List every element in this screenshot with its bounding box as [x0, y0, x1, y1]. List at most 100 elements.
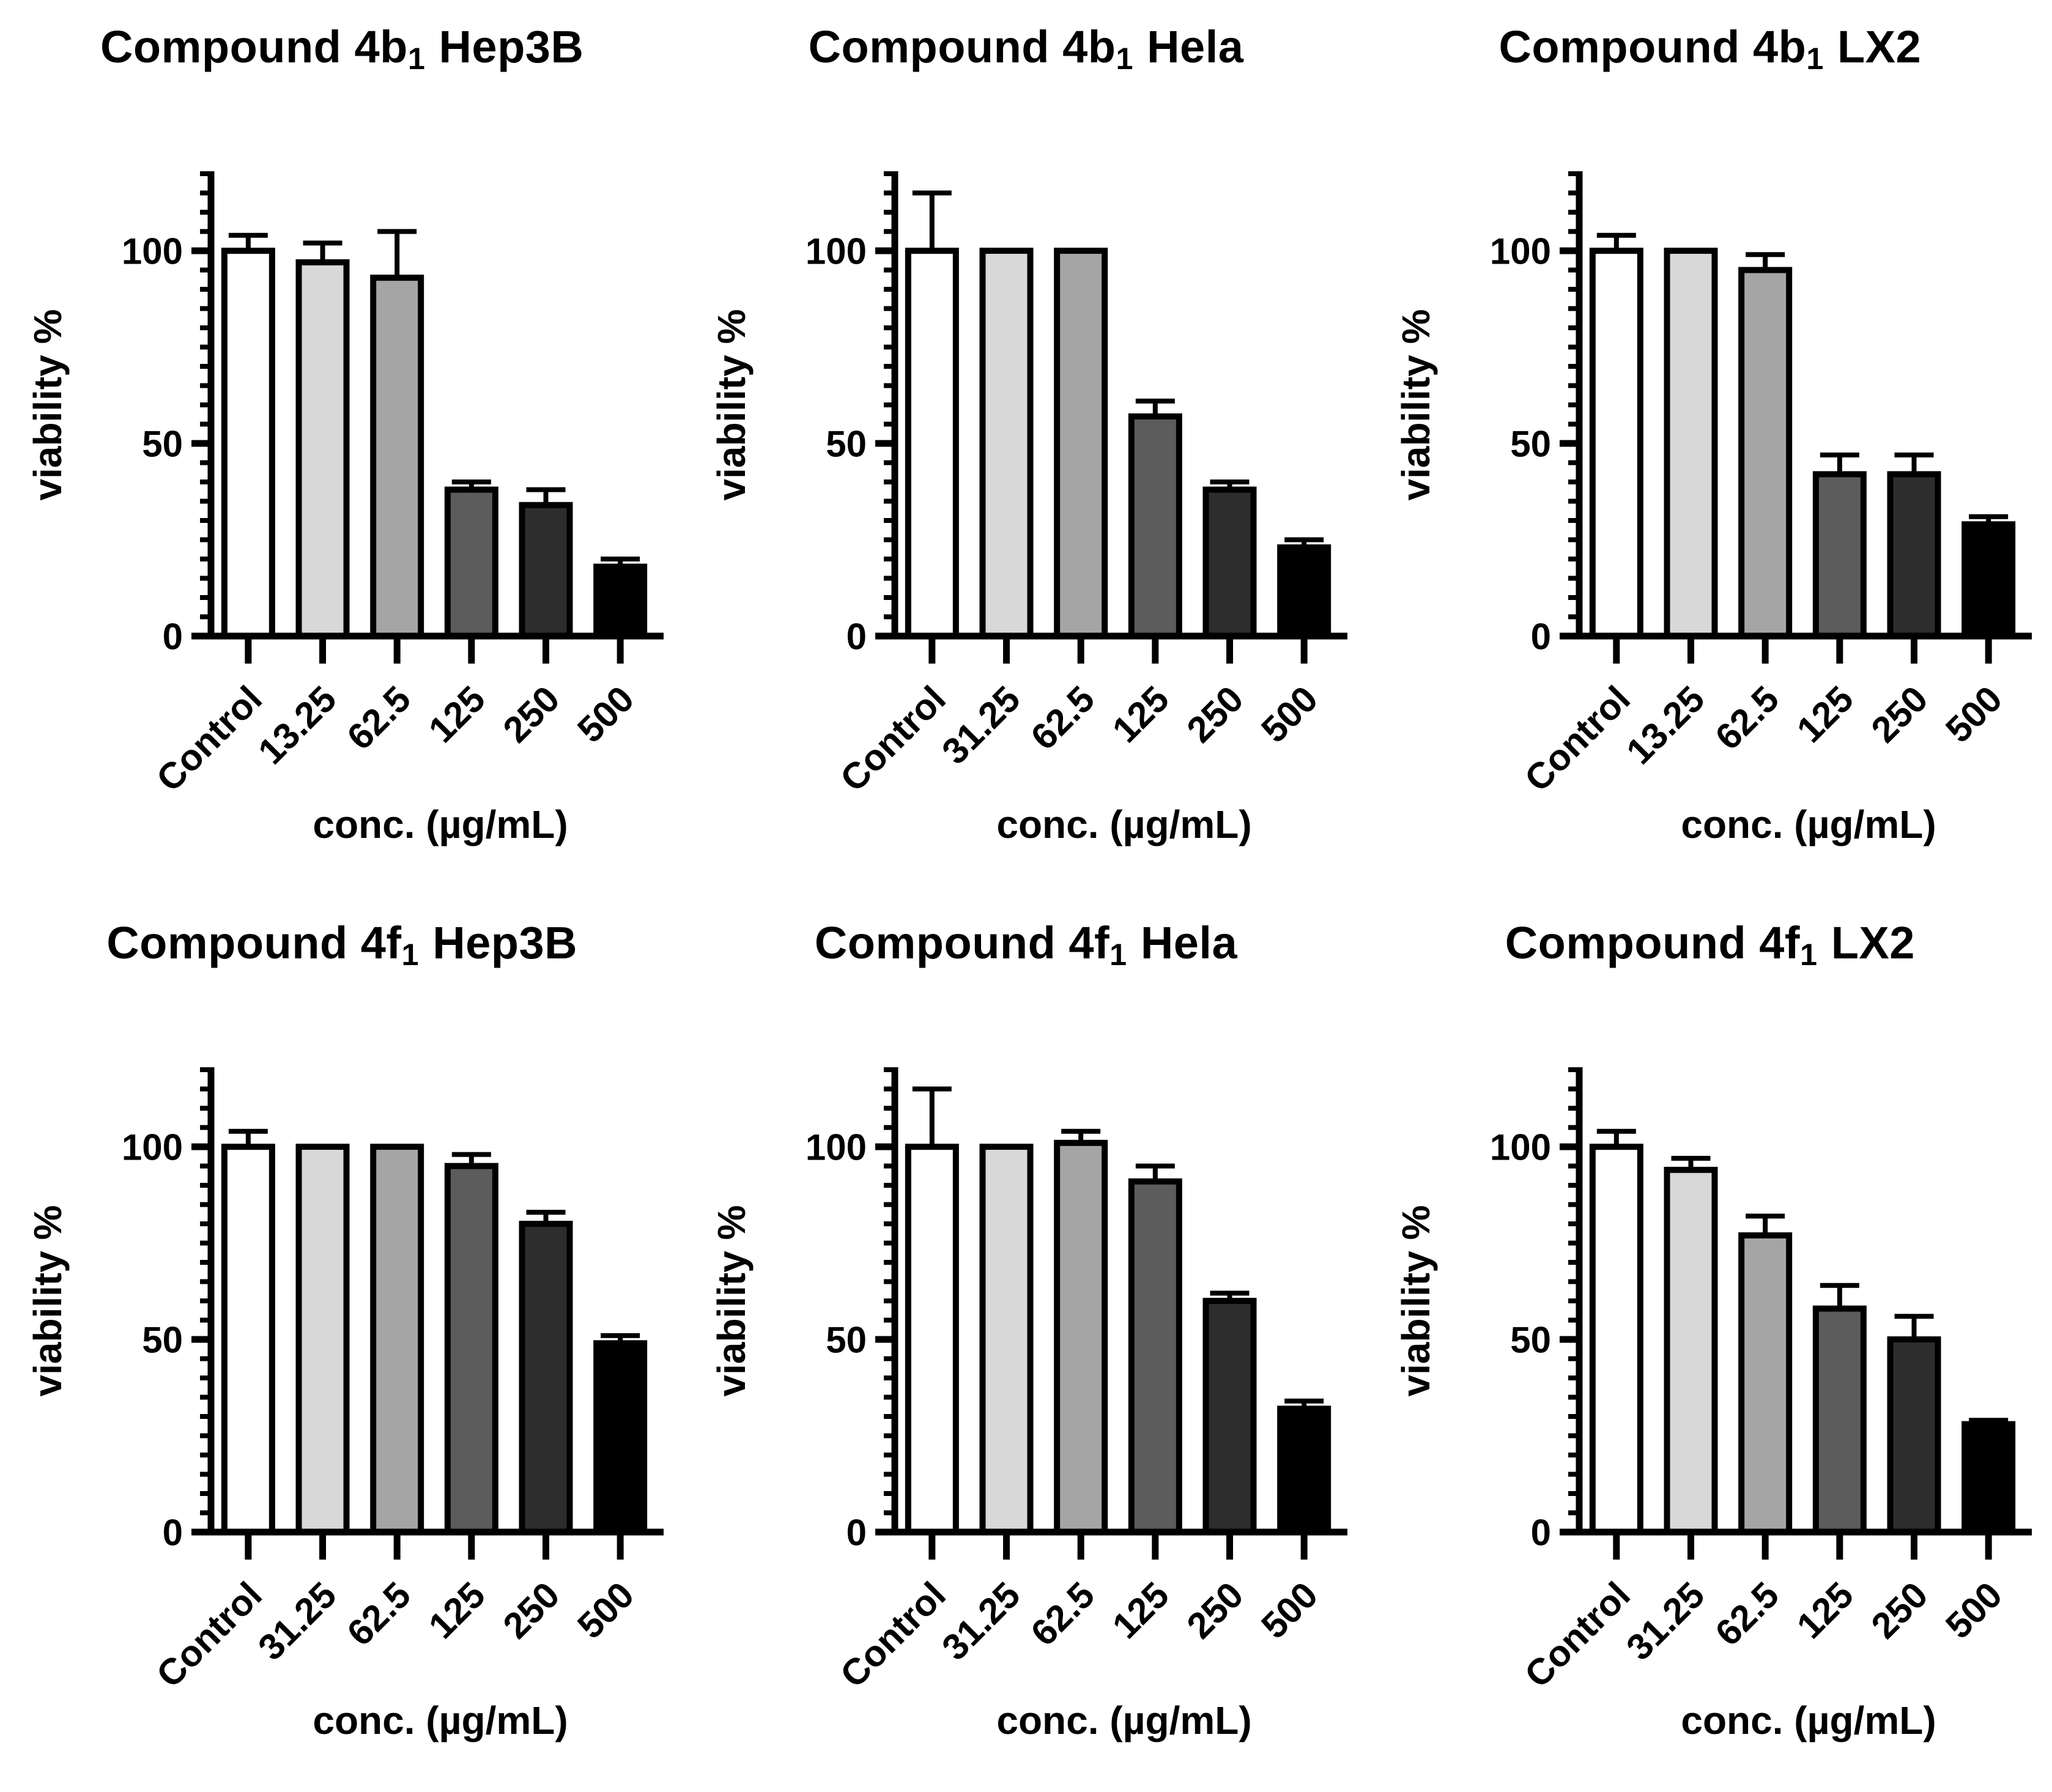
y-tick-label: 50 [142, 1320, 183, 1361]
title-subscript: 1 [1800, 937, 1818, 972]
bar-250 [1202, 486, 1257, 639]
x-tick-label: 125 [1105, 1574, 1177, 1646]
bars-group [1589, 248, 2015, 640]
title-subscript: 1 [401, 937, 420, 972]
y-tick-label: 0 [846, 1512, 867, 1553]
bar-13.25 [1664, 248, 1718, 639]
bar-500 [593, 1340, 648, 1535]
y-axis-label: viability % [26, 1205, 70, 1397]
title-subscript: 1 [1116, 41, 1133, 76]
bar-500 [1961, 1421, 2015, 1535]
error-bars-group [1596, 232, 2008, 525]
title-cell-line: Hep3B [432, 917, 578, 968]
bar-Control [905, 248, 960, 639]
x-tick-label: Control [1517, 678, 1638, 799]
bar-62.5 [1738, 1232, 1792, 1535]
bar-250 [1887, 471, 1941, 640]
y-tick-label: 0 [163, 1512, 183, 1553]
title-cell-line: Hep3B [439, 21, 584, 72]
bar-Control [1589, 248, 1643, 639]
bar-500 [1277, 1405, 1332, 1536]
bar-13.25 [295, 259, 350, 639]
title-main: Compound 4b [100, 21, 408, 72]
chart-title: Compound 4f1 Hep3B [106, 917, 578, 972]
bar-Control [1589, 1144, 1643, 1535]
bar-125 [1128, 1178, 1183, 1535]
x-tick-label: 250 [495, 1574, 568, 1646]
bar-62.5 [370, 1144, 424, 1535]
x-tick-label: 250 [1179, 678, 1251, 750]
title-main: Compound 4b [1498, 21, 1807, 72]
x-tick-label: 62.5 [339, 1574, 419, 1654]
x-tick-label: 31.25 [1618, 1574, 1713, 1668]
bar-250 [1202, 1298, 1257, 1535]
x-tick-label: 125 [421, 678, 493, 750]
y-tick-label: 100 [806, 231, 867, 272]
y-tick-label: 100 [1490, 1127, 1551, 1168]
bars-group [221, 248, 648, 640]
y-axis-label: viability % [709, 309, 754, 501]
title-main: Compound 4f [1505, 917, 1801, 968]
x-tick-label: Control [832, 678, 954, 799]
title-main: Compound 4f [814, 917, 1110, 968]
bar-Control [905, 1144, 960, 1535]
bars-group [221, 1144, 648, 1535]
x-tick-label: 13.25 [250, 678, 344, 772]
x-tick-label: 500 [569, 1574, 642, 1646]
title-cell-line: LX2 [1837, 21, 1922, 72]
chart-compound-4b1-hep3b: Compound 4b1 Hep3B 0 50 100 Control 13.25 62.5… [0, 0, 684, 896]
x-tick-label: 31.25 [250, 1574, 344, 1668]
bar-500 [1277, 544, 1332, 639]
title-subscript: 1 [1806, 41, 1824, 76]
chart-title: Compound 4f1 LX2 [1505, 917, 1915, 972]
error-bars-group [913, 1086, 1324, 1409]
y-tick-label: 0 [846, 616, 867, 657]
title-subscript: 1 [407, 41, 426, 76]
y-axis-label: viability % [1394, 1205, 1438, 1397]
y-axis-label: viability % [26, 309, 70, 501]
error-bars-group [228, 1128, 640, 1344]
y-axis-label: viability % [709, 1205, 754, 1397]
bar-62.5 [1054, 1139, 1108, 1535]
y-axis-label: viability % [1394, 309, 1438, 501]
bar-31.25 [295, 1144, 350, 1535]
x-tick-label: 250 [495, 678, 568, 750]
y-tick-label: 50 [142, 424, 183, 465]
bars-group [905, 248, 1332, 640]
x-tick-label: 250 [1863, 1574, 1935, 1646]
x-tick-label: 62.5 [1023, 678, 1103, 758]
x-tick-label: Control [149, 1574, 270, 1695]
title-subscript: 1 [1109, 937, 1127, 972]
bars-group [1589, 1144, 2015, 1535]
x-axis-label: conc. (µg/mL) [997, 1698, 1252, 1742]
x-tick-label: 62.5 [339, 678, 419, 758]
chart-compound-4f1-lx2: Compound 4f1 LX2 0 50 100 Control 31.25 62.5 12… [1368, 896, 2052, 1792]
x-tick-label: 250 [1179, 1574, 1251, 1646]
x-tick-label: 500 [1254, 1574, 1326, 1646]
bar-125 [1812, 1305, 1867, 1535]
x-tick-label: 125 [1789, 1574, 1861, 1646]
bar-250 [519, 502, 573, 639]
x-tick-label: 13.25 [1618, 678, 1713, 772]
x-tick-label: 125 [1105, 678, 1177, 750]
bar-31.25 [1664, 1166, 1718, 1535]
bar-250 [519, 1221, 573, 1535]
x-tick-label: 500 [569, 678, 642, 750]
bar-125 [1128, 413, 1183, 640]
title-main: Compound 4b [808, 21, 1116, 72]
y-tick-label: 50 [1510, 424, 1551, 465]
y-tick-label: 0 [1530, 616, 1550, 657]
x-axis-label: conc. (µg/mL) [1681, 802, 1936, 846]
x-tick-label: 250 [1863, 678, 1935, 750]
x-tick-label: Control [1517, 1574, 1638, 1695]
y-tick-label: 50 [826, 1320, 867, 1361]
bar-Control [221, 248, 275, 639]
chart-title: Compound 4b1 Hela [808, 21, 1244, 76]
chart-title: Compound 4b1 Hep3B [100, 21, 584, 76]
x-tick-label: 125 [421, 1574, 493, 1646]
